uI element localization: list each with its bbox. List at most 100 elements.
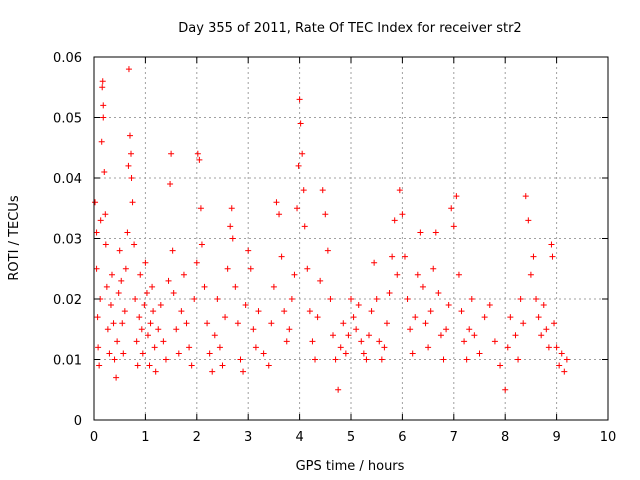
x-tick-label: 2 — [193, 430, 201, 445]
data-point — [549, 253, 556, 260]
data-point — [160, 338, 167, 345]
data-point — [373, 296, 380, 302]
y-tick-label: 0 — [74, 414, 82, 429]
data-point — [93, 229, 100, 236]
data-point — [458, 308, 465, 315]
data-point — [342, 350, 349, 357]
data-point — [229, 235, 236, 242]
data-point — [368, 308, 375, 315]
data-point — [502, 386, 509, 393]
data-point — [107, 302, 114, 309]
chart-title: Day 355 of 2011, Rate Of TEC Index for r… — [178, 21, 521, 36]
data-point — [371, 259, 378, 266]
data-point — [543, 326, 550, 333]
data-point — [119, 320, 126, 327]
data-point — [365, 332, 372, 339]
data-point — [149, 283, 156, 290]
data-point — [306, 308, 313, 315]
data-point — [435, 289, 442, 296]
data-point — [381, 344, 388, 351]
data-point — [114, 338, 121, 345]
y-tick-label: 0.03 — [53, 233, 82, 248]
data-point — [128, 150, 135, 157]
data-point — [186, 344, 193, 351]
data-point — [345, 332, 352, 339]
data-point — [545, 344, 552, 351]
data-point — [391, 217, 398, 224]
data-point — [425, 344, 432, 351]
data-point — [399, 211, 406, 218]
data-point — [530, 253, 537, 260]
data-point — [124, 229, 131, 236]
x-axis-label: GPS time / hours — [296, 459, 405, 474]
data-point — [126, 132, 133, 139]
data-point — [143, 289, 150, 296]
data-point — [355, 302, 362, 309]
data-point — [491, 338, 498, 345]
data-point — [409, 350, 416, 357]
data-point — [389, 253, 396, 260]
data-point — [132, 296, 139, 302]
data-point — [240, 368, 247, 375]
data-point — [481, 314, 488, 321]
data-point — [525, 217, 532, 224]
data-point — [99, 84, 106, 91]
data-point — [520, 320, 527, 327]
data-point — [228, 205, 235, 212]
grid-lines — [94, 57, 608, 420]
data-point — [141, 302, 148, 309]
data-point — [561, 368, 568, 375]
data-point — [463, 356, 470, 363]
data-point — [327, 296, 334, 302]
data-point — [291, 271, 298, 278]
data-point — [100, 114, 107, 121]
data-point — [407, 326, 414, 333]
data-point — [466, 326, 473, 333]
data-point — [360, 350, 367, 357]
data-point — [432, 229, 439, 236]
data-point — [222, 314, 229, 321]
data-point — [234, 320, 241, 327]
data-point — [558, 350, 565, 357]
data-point — [138, 326, 145, 333]
data-point — [99, 78, 106, 85]
data-point — [265, 362, 272, 369]
data-point — [116, 247, 123, 254]
data-point — [102, 211, 109, 218]
data-point — [294, 205, 301, 212]
y-tick-label: 0.05 — [53, 112, 82, 127]
data-point — [175, 350, 182, 357]
data-point — [422, 320, 429, 327]
data-point — [527, 271, 534, 278]
data-point — [376, 338, 383, 345]
data-point — [245, 247, 252, 254]
data-point — [118, 277, 125, 284]
data-point — [113, 374, 120, 381]
data-point — [133, 338, 140, 345]
data-point — [440, 356, 447, 363]
data-point — [151, 344, 158, 351]
data-point — [386, 289, 393, 296]
data-point — [295, 162, 302, 169]
data-point — [152, 368, 159, 375]
data-point — [363, 356, 370, 363]
data-point — [247, 265, 254, 272]
data-point — [419, 283, 426, 290]
data-point — [104, 326, 111, 333]
data-point — [548, 241, 555, 248]
data-point — [497, 362, 504, 369]
data-point — [471, 332, 478, 339]
data-point — [191, 296, 198, 302]
data-point — [455, 271, 462, 278]
data-point — [427, 308, 434, 315]
data-point — [507, 314, 514, 321]
data-point — [214, 296, 221, 302]
data-point — [252, 344, 259, 351]
data-point — [110, 320, 117, 327]
y-tick-label: 0.06 — [53, 51, 82, 66]
data-point — [273, 199, 280, 206]
data-point — [125, 162, 132, 169]
data-point — [517, 296, 524, 302]
y-tick-label: 0.02 — [53, 293, 82, 308]
